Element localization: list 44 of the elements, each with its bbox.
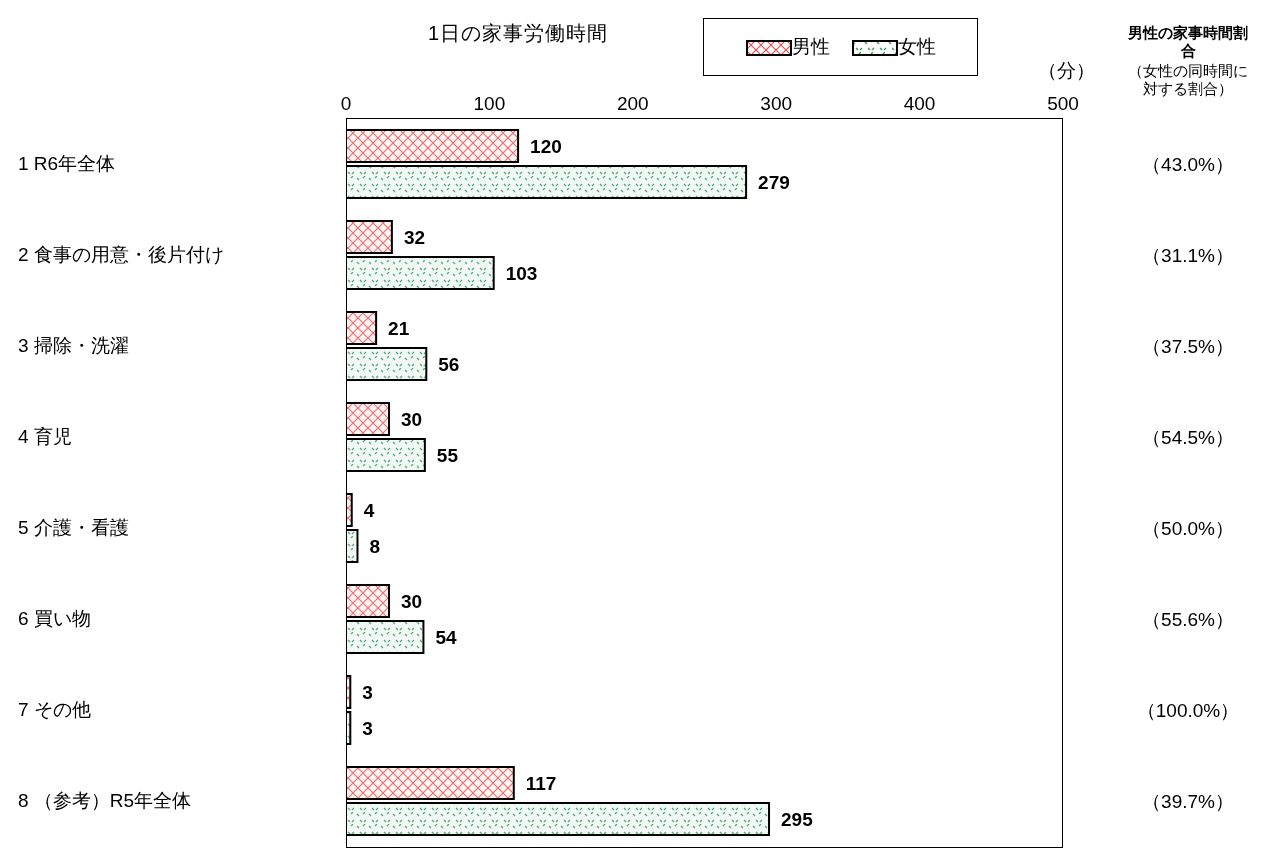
data-label: 295: [781, 808, 814, 830]
text: （女性の同時間に対する割合）: [1127, 62, 1249, 98]
x-tick-label: 0: [340, 93, 352, 114]
text: （39.7%）: [1141, 789, 1235, 814]
x-tick-label: 100: [473, 93, 506, 114]
x-tick-label: 200: [616, 93, 649, 114]
text: （100.0%）: [1135, 698, 1241, 723]
chart-title: 1日の家事労働時間: [428, 21, 609, 46]
y-tick-label: 6 買い物: [18, 608, 91, 629]
data-label: 8: [369, 535, 381, 557]
text: （43.0%）: [1141, 152, 1235, 177]
data-label: 30: [401, 408, 423, 430]
text: （54.5%）: [1141, 425, 1235, 450]
data-label: 3: [362, 681, 373, 703]
y-tick-label: 7 その他: [18, 699, 91, 720]
x-axis-title: （分）: [1038, 59, 1095, 83]
data-label: 4: [363, 499, 375, 521]
data-label: 3: [362, 717, 373, 739]
data-label: 56: [438, 353, 460, 375]
y-tick-label: 3 掃除・洗濯: [18, 335, 129, 356]
data-label: 103: [505, 262, 538, 284]
text: （31.1%）: [1141, 243, 1235, 268]
data-label: 30: [401, 590, 423, 612]
x-tick-label: 500: [1047, 93, 1079, 114]
data-label: 117: [525, 772, 557, 794]
y-tick-label: 1 R6年全体: [18, 153, 116, 174]
y-tick-label: 5 介護・看護: [18, 517, 129, 538]
text: 男性の家事時間割合: [1127, 24, 1249, 60]
x-tick-label: 300: [760, 93, 793, 114]
data-label: 279: [758, 171, 790, 193]
text: 女性: [896, 35, 936, 59]
y-tick-label: 8 （参考）R5年全体: [18, 790, 192, 811]
data-label: 32: [403, 226, 426, 248]
data-label: 55: [436, 444, 459, 466]
text: 男性: [790, 35, 830, 59]
y-tick-label: 4 育児: [18, 426, 72, 447]
x-tick-label: 400: [903, 93, 936, 114]
text: （50.0%）: [1141, 516, 1235, 541]
data-label: 54: [435, 626, 457, 648]
data-label: 120: [530, 135, 562, 157]
y-tick-label: 2 食事の用意・後片付け: [18, 244, 224, 265]
text: （37.5%）: [1141, 334, 1235, 359]
text: （55.6%）: [1141, 607, 1235, 632]
data-label: 21: [388, 317, 410, 339]
